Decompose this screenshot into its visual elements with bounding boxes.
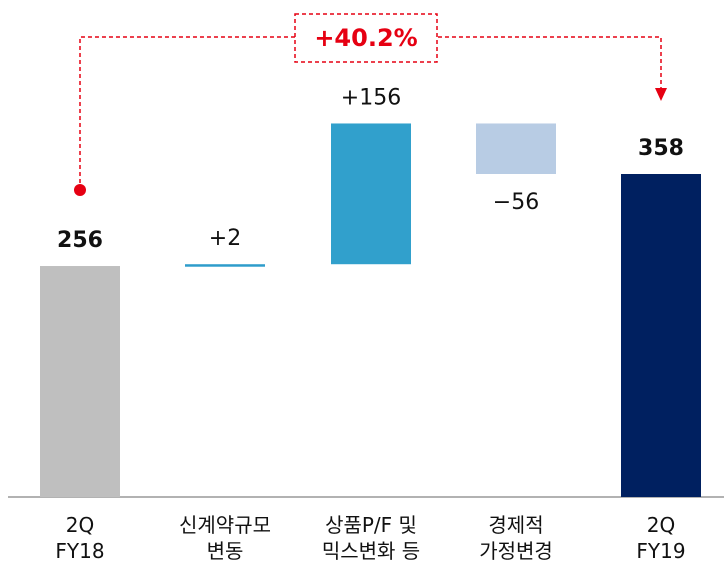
x-tick-label: 상품P/F 및 믹스변화 등 <box>322 513 420 563</box>
x-tick-label: 신계약규모 변동 <box>179 513 271 563</box>
x-tick-label: 2Q FY18 <box>55 513 104 563</box>
x-tick-label: 경제적 가정변경 <box>479 513 553 563</box>
annotation-label: +40.2% <box>314 24 417 52</box>
annotation-box <box>294 13 438 63</box>
bar <box>621 174 701 497</box>
x-tick-label: 2Q FY19 <box>636 513 685 563</box>
value-label: +2 <box>209 226 241 251</box>
bar <box>476 123 556 174</box>
bar <box>185 264 265 267</box>
annotation-dot <box>74 184 86 197</box>
value-label: +156 <box>341 85 401 110</box>
bar <box>331 123 411 265</box>
bar <box>40 266 120 497</box>
value-label: 358 <box>638 136 684 161</box>
value-label: 256 <box>57 228 103 253</box>
value-label: −56 <box>493 190 539 215</box>
annotation-arrow <box>655 88 667 101</box>
